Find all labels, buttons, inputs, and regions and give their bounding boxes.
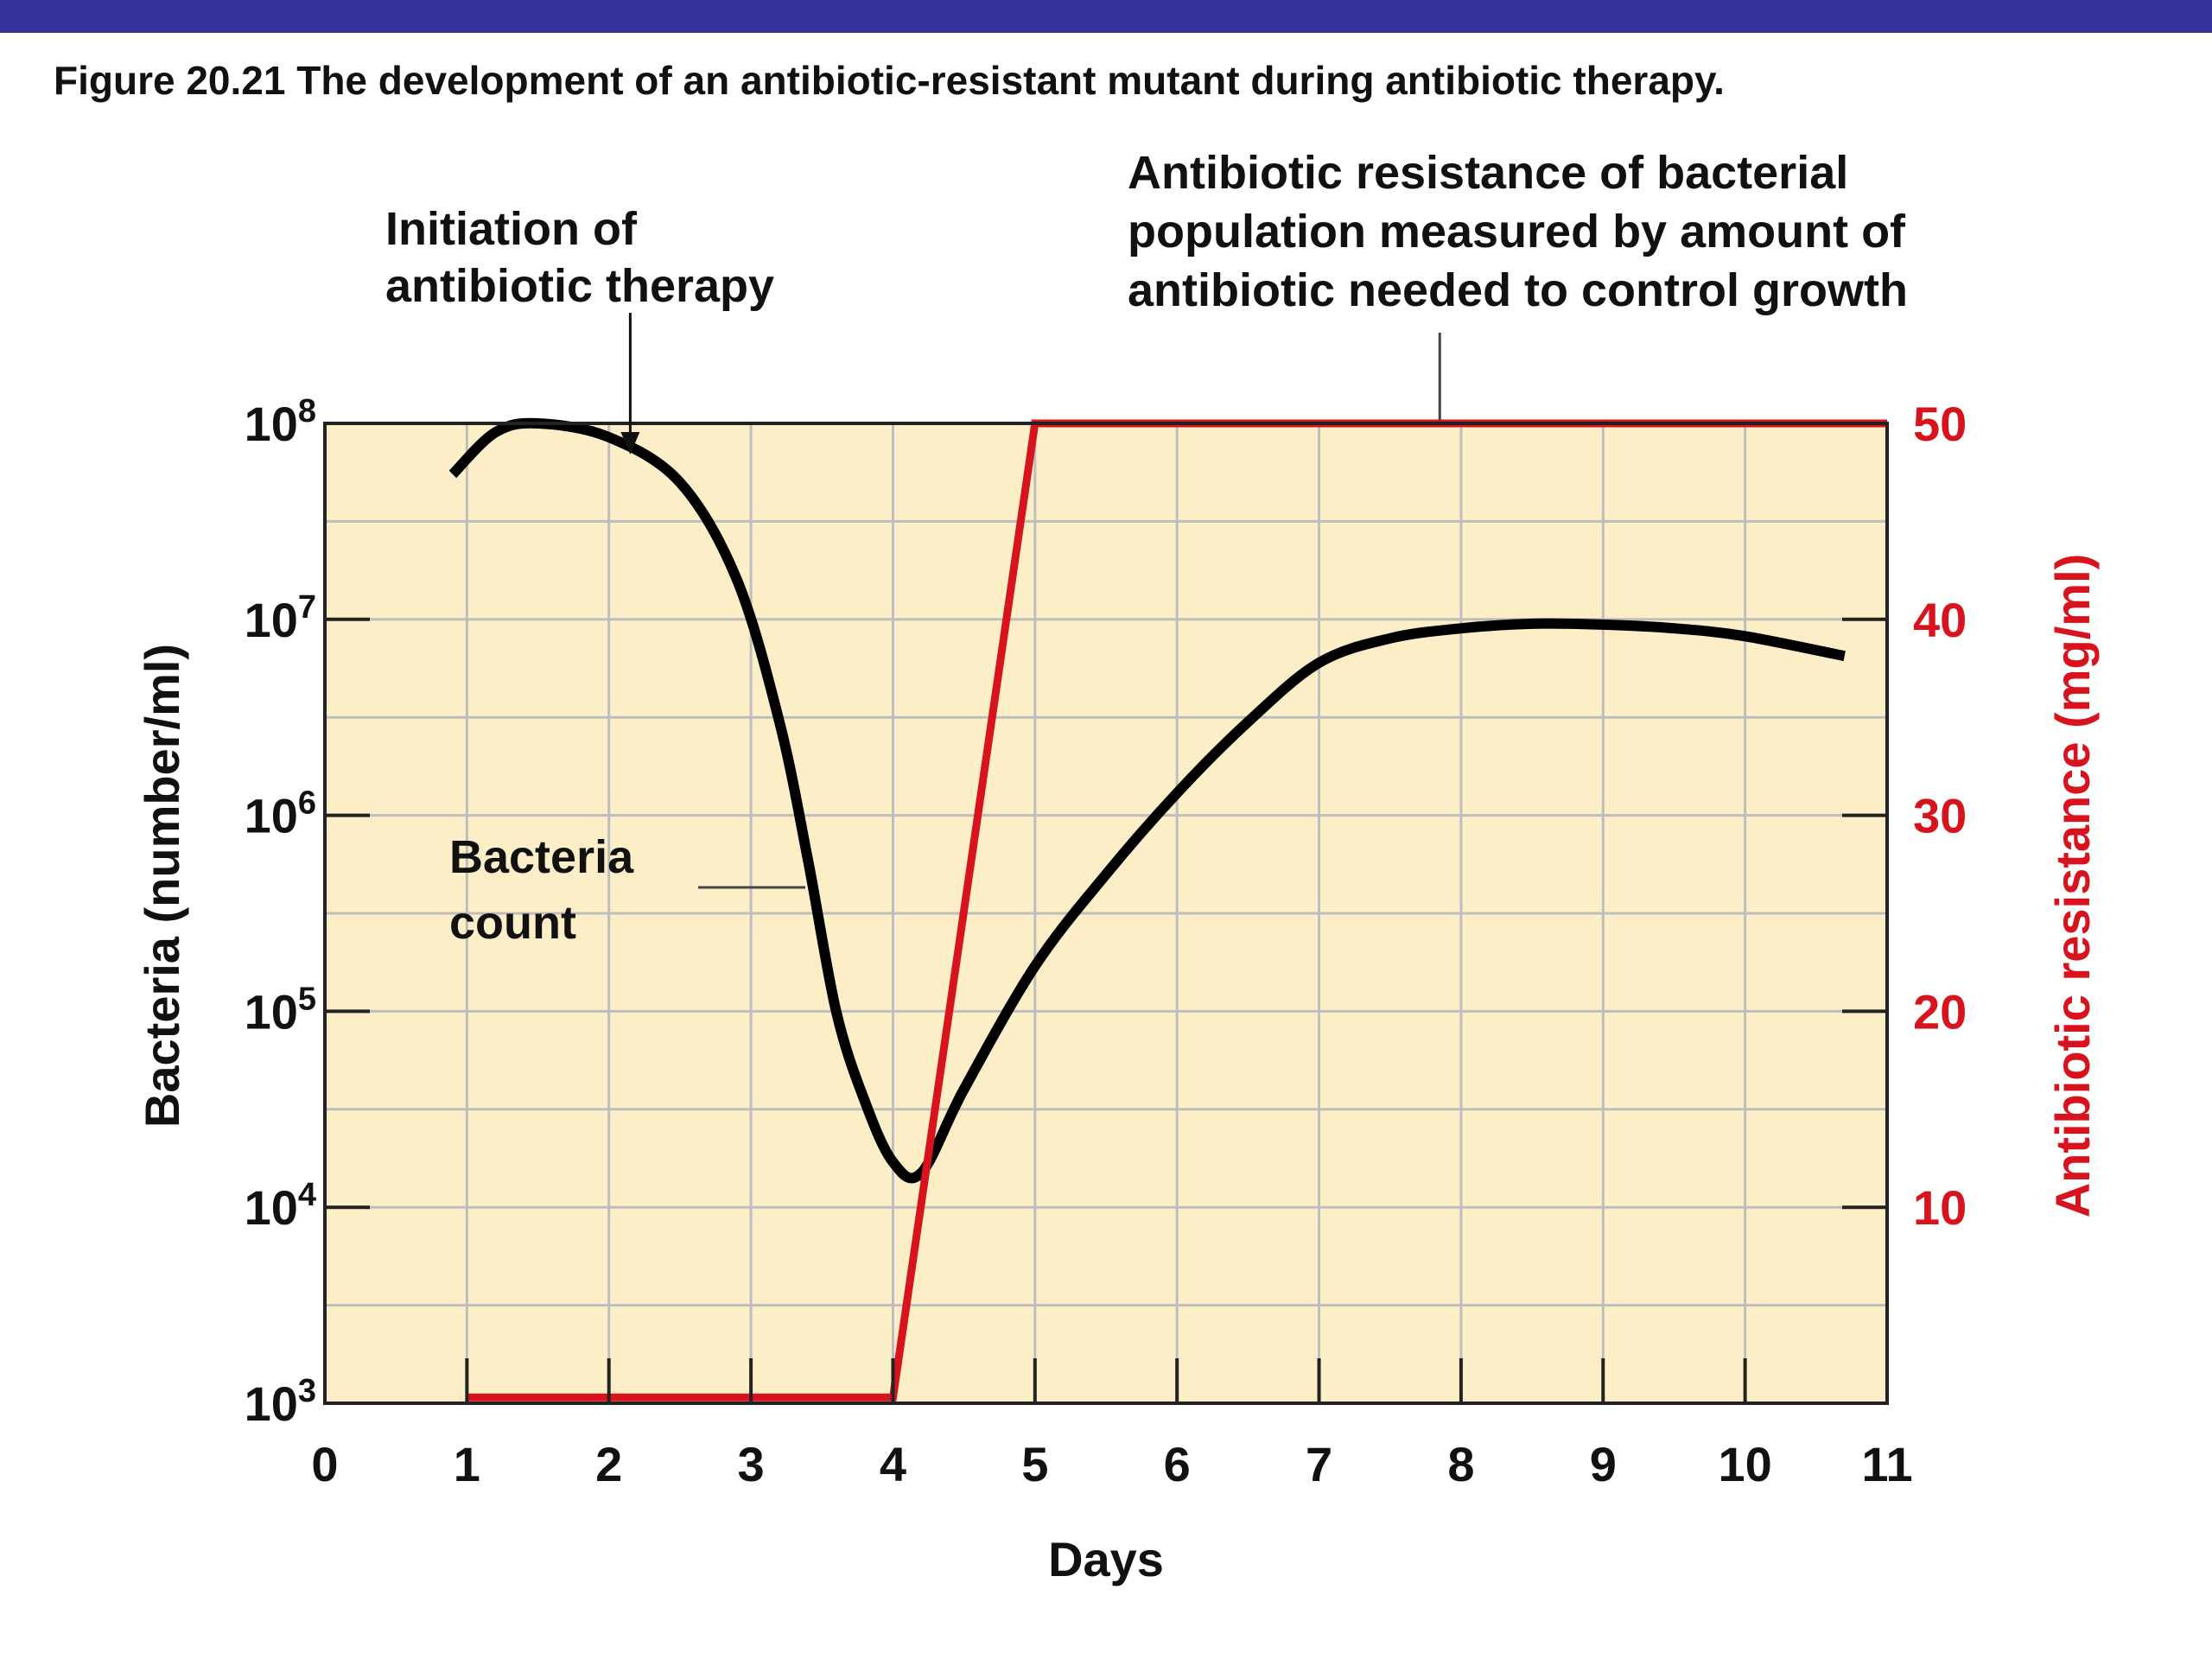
x-tick-label: 9 — [1590, 1437, 1617, 1491]
x-tick-label: 7 — [1306, 1437, 1332, 1491]
x-tick-label: 3 — [738, 1437, 765, 1491]
y-left-tick-label: 107 — [245, 589, 316, 647]
y-right-tick-label: 40 — [1913, 593, 1967, 647]
grid — [325, 423, 1887, 1403]
resistance-annotation-line: population measured by amount of — [1128, 206, 1906, 257]
y-left-tick-label: 103 — [245, 1373, 316, 1431]
axis-labels: Days Bacteria (number/ml) Antibiotic res… — [135, 554, 2100, 1586]
y-right-tick-label: 30 — [1913, 789, 1967, 843]
plot-frame — [323, 422, 1889, 1405]
x-tick-label: 4 — [880, 1437, 906, 1491]
x-tick-label: 2 — [595, 1437, 622, 1491]
y-left-tick-label: 108 — [245, 393, 316, 451]
bacteria-count-line — [448, 417, 1846, 1184]
y-right-tick-label: 10 — [1913, 1180, 1967, 1235]
x-tick-label: 1 — [454, 1437, 480, 1491]
y-right-tick-label: 20 — [1913, 984, 1967, 1039]
x-tick-label: 6 — [1164, 1437, 1191, 1491]
y-right-axis-label: Antibiotic resistance (mg/ml) — [2045, 554, 2100, 1218]
x-tick-label: 5 — [1021, 1437, 1048, 1491]
resistance-annotation-line: antibiotic needed to control growth — [1128, 264, 1908, 316]
therapy-annotation-line: Initiation of — [385, 203, 638, 255]
bacteria-count-annotation-line: Bacteria — [449, 831, 634, 883]
x-axis-label: Days — [1048, 1532, 1164, 1586]
x-tick-label: 10 — [1718, 1437, 1771, 1491]
x-tick-label: 8 — [1447, 1437, 1474, 1491]
x-tick-label: 11 — [1861, 1437, 1912, 1491]
therapy-arrowhead — [620, 432, 640, 454]
bacteria-count-annotation-line: count — [449, 897, 576, 949]
axes: 0 1 2 3 4 5 6 7 8 9 10 11 103 104 105 106 107 108 10 20 30 40… — [245, 393, 1967, 1491]
y-left-tick-label: 104 — [245, 1177, 316, 1235]
figure-title: Figure 20.21 The development of an antib… — [54, 58, 1725, 103]
resistance-annotation-line: Antibiotic resistance of bacterial — [1128, 147, 1848, 199]
top-banner — [0, 0, 2212, 33]
y-left-tick-label: 105 — [245, 981, 316, 1039]
resistance-annotation: Antibiotic resistance of bacterial popula… — [1128, 147, 1908, 316]
y-left-axis-label: Bacteria (number/ml) — [135, 644, 189, 1128]
x-tick-label: 0 — [311, 1437, 338, 1491]
therapy-annotation-line: antibiotic therapy — [385, 260, 774, 312]
bacteria-count-annotation: Bacteria count — [449, 831, 634, 949]
y-left-tick-label: 106 — [245, 785, 316, 843]
y-right-tick-label: 50 — [1913, 397, 1967, 451]
